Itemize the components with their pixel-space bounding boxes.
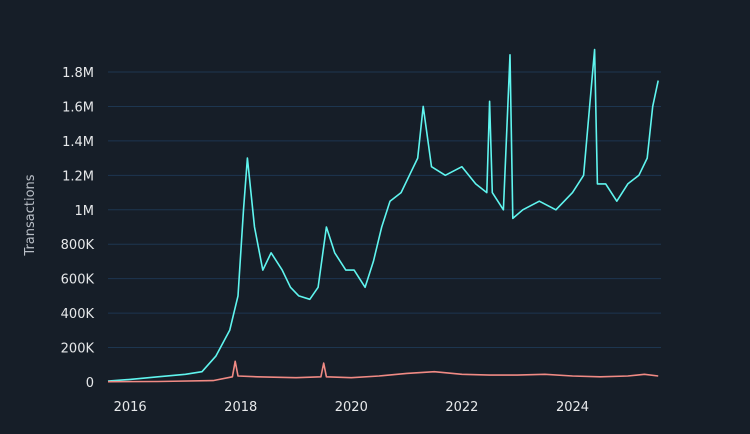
y-tick-label: 1.6M [62,100,94,115]
y-tick-label: 600K [61,273,95,288]
y-tick-label: 0 [86,376,94,391]
y-axis-ticks: 0 200K 400K 600K 800K 1M 1.2M 1.4M 1.6M 1.8M [61,66,95,391]
y-tick-label: 1.8M [62,66,94,81]
y-tick-label: 1M [75,204,95,219]
x-axis-ticks: 2016 2018 2020 2022 2024 [114,400,589,415]
series-line-1 [107,360,659,383]
x-tick-label: 2022 [445,400,478,415]
x-tick-label: 2018 [224,400,257,415]
x-tick-label: 2016 [114,400,147,415]
gridlines [108,71,661,349]
series-lines [107,48,659,383]
y-tick-label: 400K [61,307,95,322]
y-tick-label: 1.4M [62,135,94,150]
y-tick-label: 800K [61,238,95,253]
series-line-0 [107,48,659,382]
x-tick-label: 2020 [335,400,368,415]
x-tick-label: 2024 [556,400,589,415]
y-tick-label: 1.2M [62,169,94,184]
y-axis-label: Transactions [23,174,38,256]
y-tick-label: 200K [61,342,95,357]
